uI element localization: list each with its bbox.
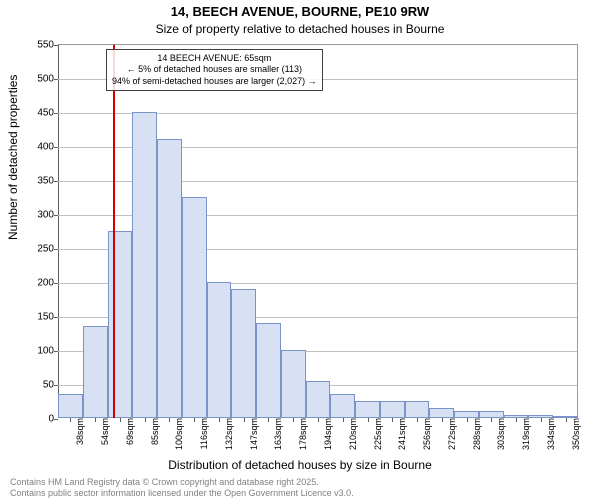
x-tick-label: 163sqm [271,418,283,450]
y-tick-label: 150 [14,312,58,323]
x-tick-mark [442,418,443,422]
x-tick-mark [417,418,418,422]
x-tick-mark [343,418,344,422]
chart-subtitle: Size of property relative to detached ho… [0,22,600,36]
x-tick-mark [541,418,542,422]
histogram-bar [380,401,405,418]
x-tick-label: 69sqm [123,418,135,445]
histogram-bar [231,289,256,418]
chart-title: 14, BEECH AVENUE, BOURNE, PE10 9RW [0,4,600,19]
histogram-bar [157,139,182,418]
x-tick-label: 241sqm [395,418,407,450]
x-tick-label: 85sqm [148,418,160,445]
x-tick-mark [392,418,393,422]
histogram-bar [454,411,479,418]
x-tick-label: 116sqm [197,418,209,449]
histogram-bar [207,282,232,418]
x-tick-label: 256sqm [420,418,432,450]
histogram-bar [58,394,83,418]
chart-plot-area: 05010015020025030035040045050055038sqm54… [58,44,578,418]
y-tick-label: 250 [14,244,58,255]
x-tick-label: 225sqm [371,418,383,450]
x-tick-label: 100sqm [172,418,184,450]
histogram-bar [108,231,133,418]
histogram-bar [306,381,331,418]
annotation-line-1: 14 BEECH AVENUE: 65sqm [112,53,317,64]
x-tick-mark [244,418,245,422]
x-tick-label: 54sqm [98,418,110,445]
x-tick-label: 319sqm [519,418,531,450]
x-tick-mark [491,418,492,422]
x-tick-label: 210sqm [346,418,358,450]
y-tick-label: 300 [14,210,58,221]
histogram-bar [281,350,306,418]
x-tick-label: 178sqm [296,418,308,450]
y-tick-label: 550 [14,40,58,51]
x-tick-mark [169,418,170,422]
x-tick-mark [318,418,319,422]
x-axis-label: Distribution of detached houses by size … [0,458,600,472]
y-tick-label: 100 [14,346,58,357]
x-tick-mark [145,418,146,422]
x-tick-label: 147sqm [247,418,259,450]
x-tick-mark [194,418,195,422]
histogram-bar [330,394,355,418]
x-tick-label: 38sqm [73,418,85,445]
annotation-line-2: ← 5% of detached houses are smaller (113… [112,64,317,75]
x-tick-mark [467,418,468,422]
histogram-bar [256,323,281,418]
histogram-bar [479,411,504,418]
footer-line-1: Contains HM Land Registry data © Crown c… [10,477,354,487]
y-tick-label: 500 [14,74,58,85]
x-tick-mark [268,418,269,422]
x-tick-label: 334sqm [544,418,556,450]
histogram-bar [182,197,207,418]
x-tick-mark [516,418,517,422]
y-tick-label: 0 [14,414,58,425]
histogram-bar [132,112,157,418]
x-tick-mark [219,418,220,422]
attribution-footer: Contains HM Land Registry data © Crown c… [10,477,354,498]
x-tick-mark [70,418,71,422]
x-tick-label: 272sqm [445,418,457,450]
y-tick-label: 50 [14,380,58,391]
y-tick-label: 400 [14,142,58,153]
x-tick-label: 288sqm [470,418,482,450]
y-tick-label: 450 [14,108,58,119]
annotation-box: 14 BEECH AVENUE: 65sqm← 5% of detached h… [106,49,323,91]
x-tick-label: 132sqm [222,418,234,450]
y-tick-label: 350 [14,176,58,187]
reference-line [113,45,115,418]
histogram-bar [83,326,108,418]
x-tick-mark [368,418,369,422]
x-tick-label: 350sqm [569,418,581,450]
x-tick-mark [120,418,121,422]
footer-line-2: Contains public sector information licen… [10,488,354,498]
y-tick-label: 200 [14,278,58,289]
x-tick-label: 194sqm [321,418,333,450]
annotation-line-3: 94% of semi-detached houses are larger (… [112,76,317,87]
histogram-bar [429,408,454,418]
histogram-bar [355,401,380,418]
y-axis-line [58,45,59,418]
x-tick-mark [95,418,96,422]
x-tick-label: 303sqm [494,418,506,450]
x-tick-mark [566,418,567,422]
x-tick-mark [293,418,294,422]
histogram-bar [405,401,430,418]
